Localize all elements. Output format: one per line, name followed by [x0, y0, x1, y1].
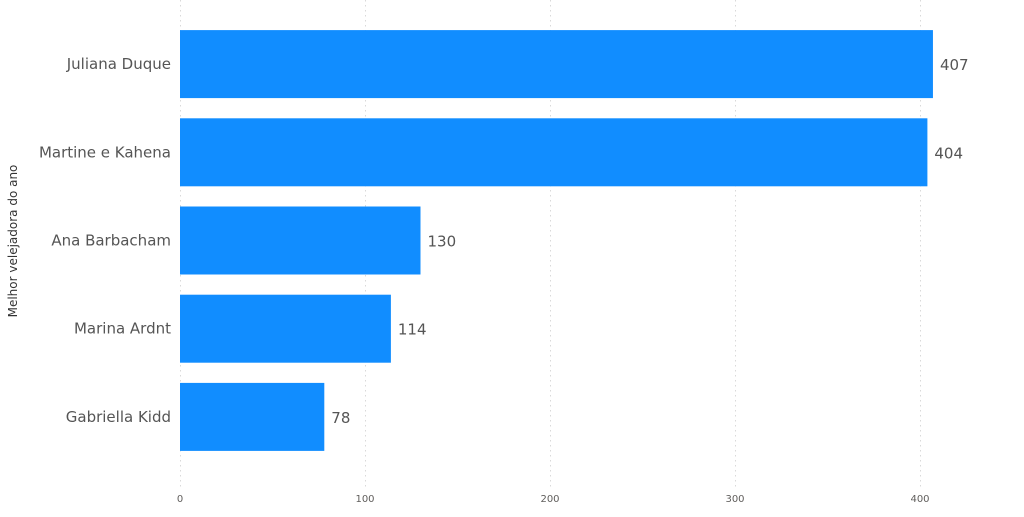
y-axis-title: Melhor velejadora do ano	[6, 165, 20, 318]
bar-1[interactable]	[180, 30, 933, 99]
data-label-2: 404	[934, 144, 963, 162]
x-tick-label-200: 200	[540, 494, 559, 505]
x-tick-label-0: 0	[177, 494, 183, 505]
x-tick-label-100: 100	[355, 494, 374, 505]
data-label-4: 114	[398, 321, 427, 339]
bar-3[interactable]	[180, 206, 421, 275]
data-label-1: 407	[940, 56, 969, 74]
bars-layer	[180, 30, 933, 451]
data-label-5: 78	[331, 409, 350, 427]
x-tick-label-400: 400	[910, 494, 929, 505]
data-label-3: 130	[428, 233, 457, 251]
bar-5[interactable]	[180, 382, 325, 451]
labels-layer: Juliana Duque 407 Martine e Kahena 404 Ana B…	[39, 55, 969, 427]
bar-4[interactable]	[180, 294, 391, 363]
x-tick-label-300: 300	[725, 494, 744, 505]
category-label-5: Gabriella Kidd	[66, 408, 171, 426]
x-axis-ticks: 0 100 200 300 400	[177, 494, 930, 505]
category-label-4: Marina Ardnt	[74, 320, 171, 338]
category-label-2: Martine e Kahena	[39, 143, 171, 161]
category-label-3: Ana Barbacham	[51, 232, 171, 250]
category-label-1: Juliana Duque	[66, 55, 171, 73]
bar-2[interactable]	[180, 118, 928, 187]
